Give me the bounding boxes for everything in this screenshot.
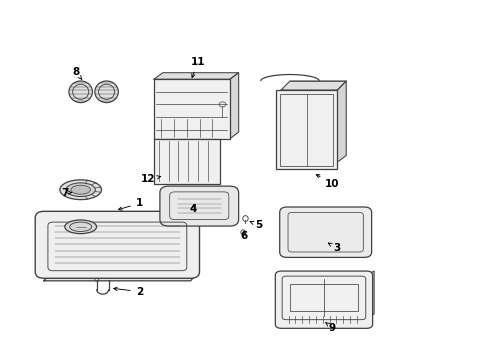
Ellipse shape (95, 81, 118, 103)
Text: 1: 1 (118, 198, 142, 210)
Text: 7: 7 (61, 188, 71, 198)
Polygon shape (366, 271, 373, 319)
Text: 11: 11 (190, 57, 205, 77)
Text: 8: 8 (72, 67, 82, 80)
Bar (280, 94, 333, 166)
FancyBboxPatch shape (279, 207, 371, 257)
Ellipse shape (71, 185, 90, 194)
Ellipse shape (64, 220, 96, 234)
Text: 5: 5 (249, 220, 262, 230)
Polygon shape (44, 272, 198, 281)
Bar (154, 79, 229, 139)
FancyBboxPatch shape (160, 186, 238, 226)
Ellipse shape (66, 183, 95, 197)
Ellipse shape (60, 180, 102, 199)
Text: 9: 9 (325, 323, 335, 333)
FancyBboxPatch shape (275, 271, 372, 328)
Bar (289, 284, 357, 311)
Text: 6: 6 (241, 231, 247, 241)
Text: 12: 12 (140, 174, 161, 184)
Text: 3: 3 (327, 243, 340, 253)
Polygon shape (229, 73, 238, 139)
Polygon shape (337, 81, 346, 162)
Bar (154, 139, 220, 184)
Text: 4: 4 (189, 204, 197, 214)
Polygon shape (154, 73, 238, 79)
Bar (276, 90, 337, 169)
Polygon shape (281, 81, 346, 90)
Text: 2: 2 (114, 287, 142, 297)
Text: 10: 10 (316, 175, 339, 189)
FancyBboxPatch shape (35, 211, 199, 278)
Polygon shape (44, 218, 190, 272)
Ellipse shape (69, 81, 92, 103)
